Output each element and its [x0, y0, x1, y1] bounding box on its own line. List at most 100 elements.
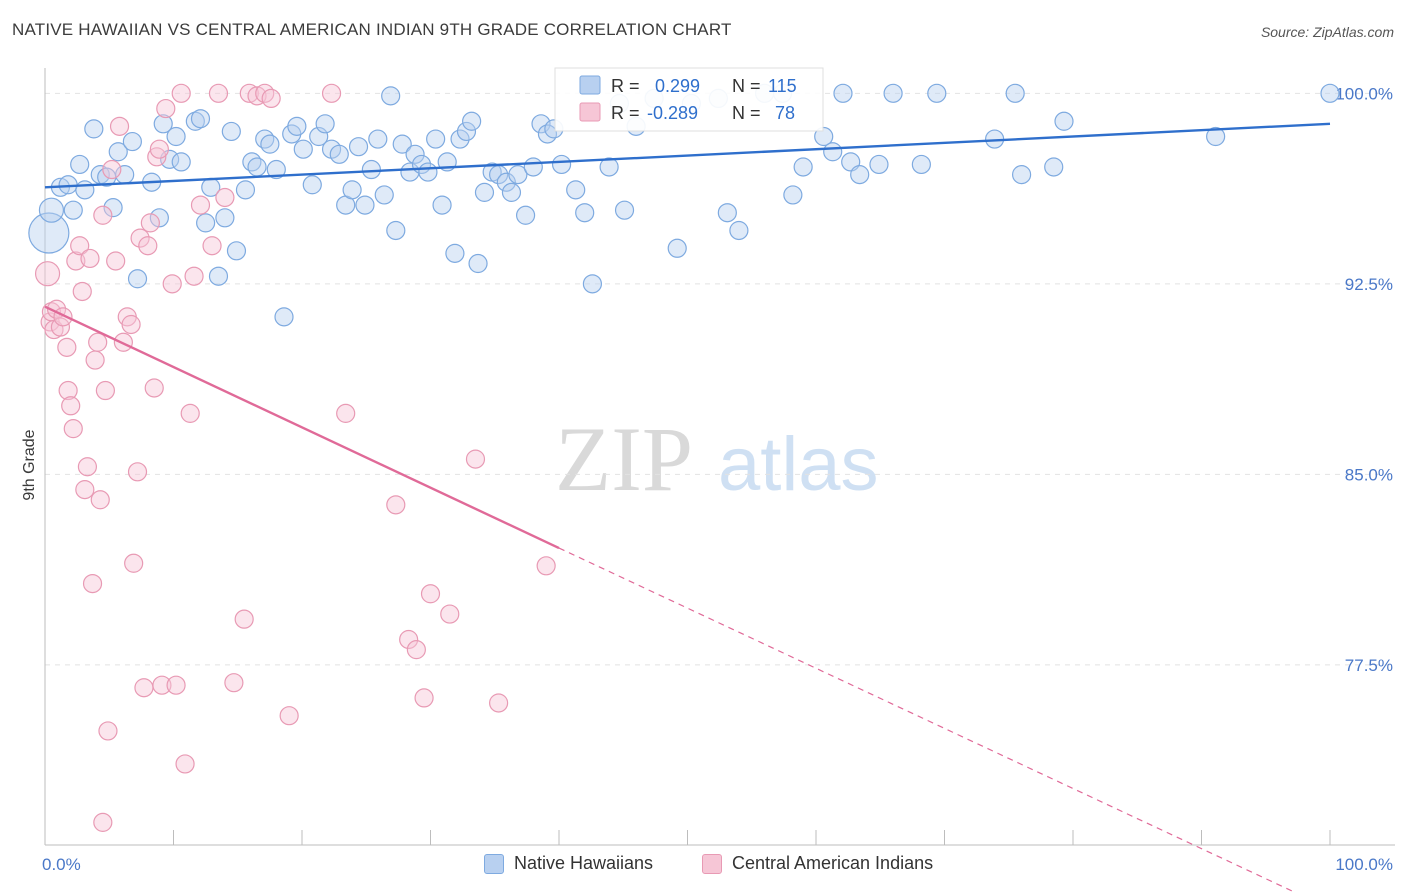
- point-blue-108: [1054, 111, 1074, 131]
- point-blue-46: [348, 137, 369, 157]
- point-blue-7: [84, 119, 104, 139]
- point-blue-102: [911, 154, 931, 175]
- y-tick-labels: 77.5% 85.0% 92.5% 100.0%: [1335, 84, 1393, 675]
- point-pink-42: [166, 675, 186, 695]
- point-blue-43: [329, 144, 349, 164]
- point-blue-28: [226, 241, 247, 261]
- y-tick-label-2: 92.5%: [1345, 275, 1393, 294]
- point-pink-19: [88, 332, 108, 352]
- point-pink-17: [82, 573, 103, 594]
- point-blue-51: [381, 86, 401, 106]
- point-blue-110: [1320, 83, 1340, 103]
- point-blue-77: [551, 154, 572, 175]
- point-pink-24: [102, 159, 122, 180]
- point-blue-27: [221, 121, 241, 142]
- chart-title: NATIVE HAWAIIAN VS CENTRAL AMERICAN INDI…: [12, 20, 732, 39]
- point-pink-57: [279, 706, 299, 726]
- point-blue-55: [405, 144, 425, 164]
- point-pink-63: [414, 688, 434, 708]
- stats-legend-swatch-blue: [579, 75, 601, 95]
- stats-n-label-2: N =: [732, 103, 761, 123]
- point-pink-26: [109, 116, 130, 136]
- point-blue-80: [582, 274, 603, 294]
- point-blue-38: [293, 139, 313, 159]
- point-blue-97: [833, 83, 853, 103]
- point-blue-11: [108, 142, 128, 162]
- point-blue-30: [242, 152, 262, 172]
- point-pink-15: [77, 457, 98, 477]
- point-blue-57: [418, 162, 438, 182]
- point-pink-66: [465, 449, 486, 469]
- point-blue-32: [255, 129, 275, 149]
- point-blue-95: [814, 126, 834, 147]
- stats-r-label-2: R =: [611, 103, 640, 123]
- point-blue-48: [361, 159, 381, 180]
- point-blue-75: [537, 124, 558, 144]
- y-tick-label-3: 100.0%: [1335, 84, 1393, 103]
- point-pink-0: [34, 261, 61, 287]
- point-blue-66: [474, 182, 495, 202]
- watermark-atlas: atlas: [718, 422, 879, 507]
- point-blue-59: [432, 195, 452, 215]
- point-pink-59: [336, 403, 356, 423]
- trend-lines: [44, 122, 1331, 892]
- point-pink-29: [121, 314, 141, 335]
- legend-label-central-american-indians: Central American Indians: [732, 853, 934, 873]
- trend-line-pink-extension: [558, 547, 1296, 892]
- point-blue-22: [190, 109, 211, 129]
- point-pink-18: [85, 350, 105, 370]
- stats-r-label-1: R =: [611, 76, 640, 96]
- point-blue-105: [1005, 83, 1025, 103]
- point-pink-58: [321, 83, 342, 103]
- point-blue-14: [127, 269, 148, 289]
- bottom-legend: Native Hawaiians Central American Indian…: [0, 850, 1406, 880]
- point-blue-101: [883, 83, 903, 103]
- stats-n-value-2: 78: [775, 103, 795, 123]
- point-blue-61: [445, 243, 465, 263]
- point-blue-31: [247, 157, 267, 177]
- y-tick-label-0: 77.5%: [1345, 656, 1393, 675]
- axes: [44, 68, 1395, 846]
- point-pink-54: [247, 86, 267, 106]
- point-pink-39: [152, 675, 172, 695]
- point-blue-37: [287, 116, 307, 136]
- point-pink-7: [57, 337, 77, 357]
- point-pink-65: [440, 604, 460, 624]
- point-pink-52: [234, 609, 254, 629]
- trend-line-pink: [44, 305, 560, 550]
- point-blue-63: [456, 121, 477, 142]
- point-pink-38: [149, 139, 169, 159]
- stats-legend-swatch-pink: [579, 102, 601, 122]
- legend-swatch-blue: [484, 853, 504, 874]
- point-blue-5: [70, 154, 90, 175]
- point-blue-34: [266, 159, 286, 180]
- point-blue-93: [783, 185, 803, 205]
- stats-legend: R = 0.299 N = 115 R = -0.289 N = 78: [554, 67, 824, 132]
- point-pink-35: [140, 213, 160, 233]
- point-blue-73: [523, 157, 543, 177]
- point-blue-69: [496, 172, 516, 192]
- point-pink-37: [147, 147, 167, 167]
- point-pink-23: [98, 721, 118, 741]
- point-pink-62: [406, 640, 426, 660]
- point-blue-71: [508, 165, 528, 185]
- trend-line-blue: [44, 122, 1331, 189]
- point-pink-60: [386, 495, 406, 515]
- point-pink-50: [215, 187, 235, 208]
- legend-label-native-hawaiians: Native Hawaiians: [514, 853, 654, 873]
- point-pink-8: [58, 380, 78, 401]
- point-pink-45: [180, 403, 200, 423]
- point-blue-0: [28, 212, 70, 254]
- point-blue-21: [185, 111, 205, 131]
- point-blue-1: [38, 197, 65, 223]
- point-blue-94: [793, 157, 813, 177]
- x-tick-label-1: 100.0%: [1335, 855, 1393, 874]
- stats-r-value-1: 0.299: [655, 76, 700, 96]
- point-blue-86: [667, 238, 687, 258]
- point-pink-30: [124, 553, 144, 573]
- point-blue-25: [208, 266, 229, 286]
- point-pink-48: [202, 236, 222, 256]
- point-blue-100: [869, 154, 889, 175]
- point-pink-41: [162, 274, 182, 294]
